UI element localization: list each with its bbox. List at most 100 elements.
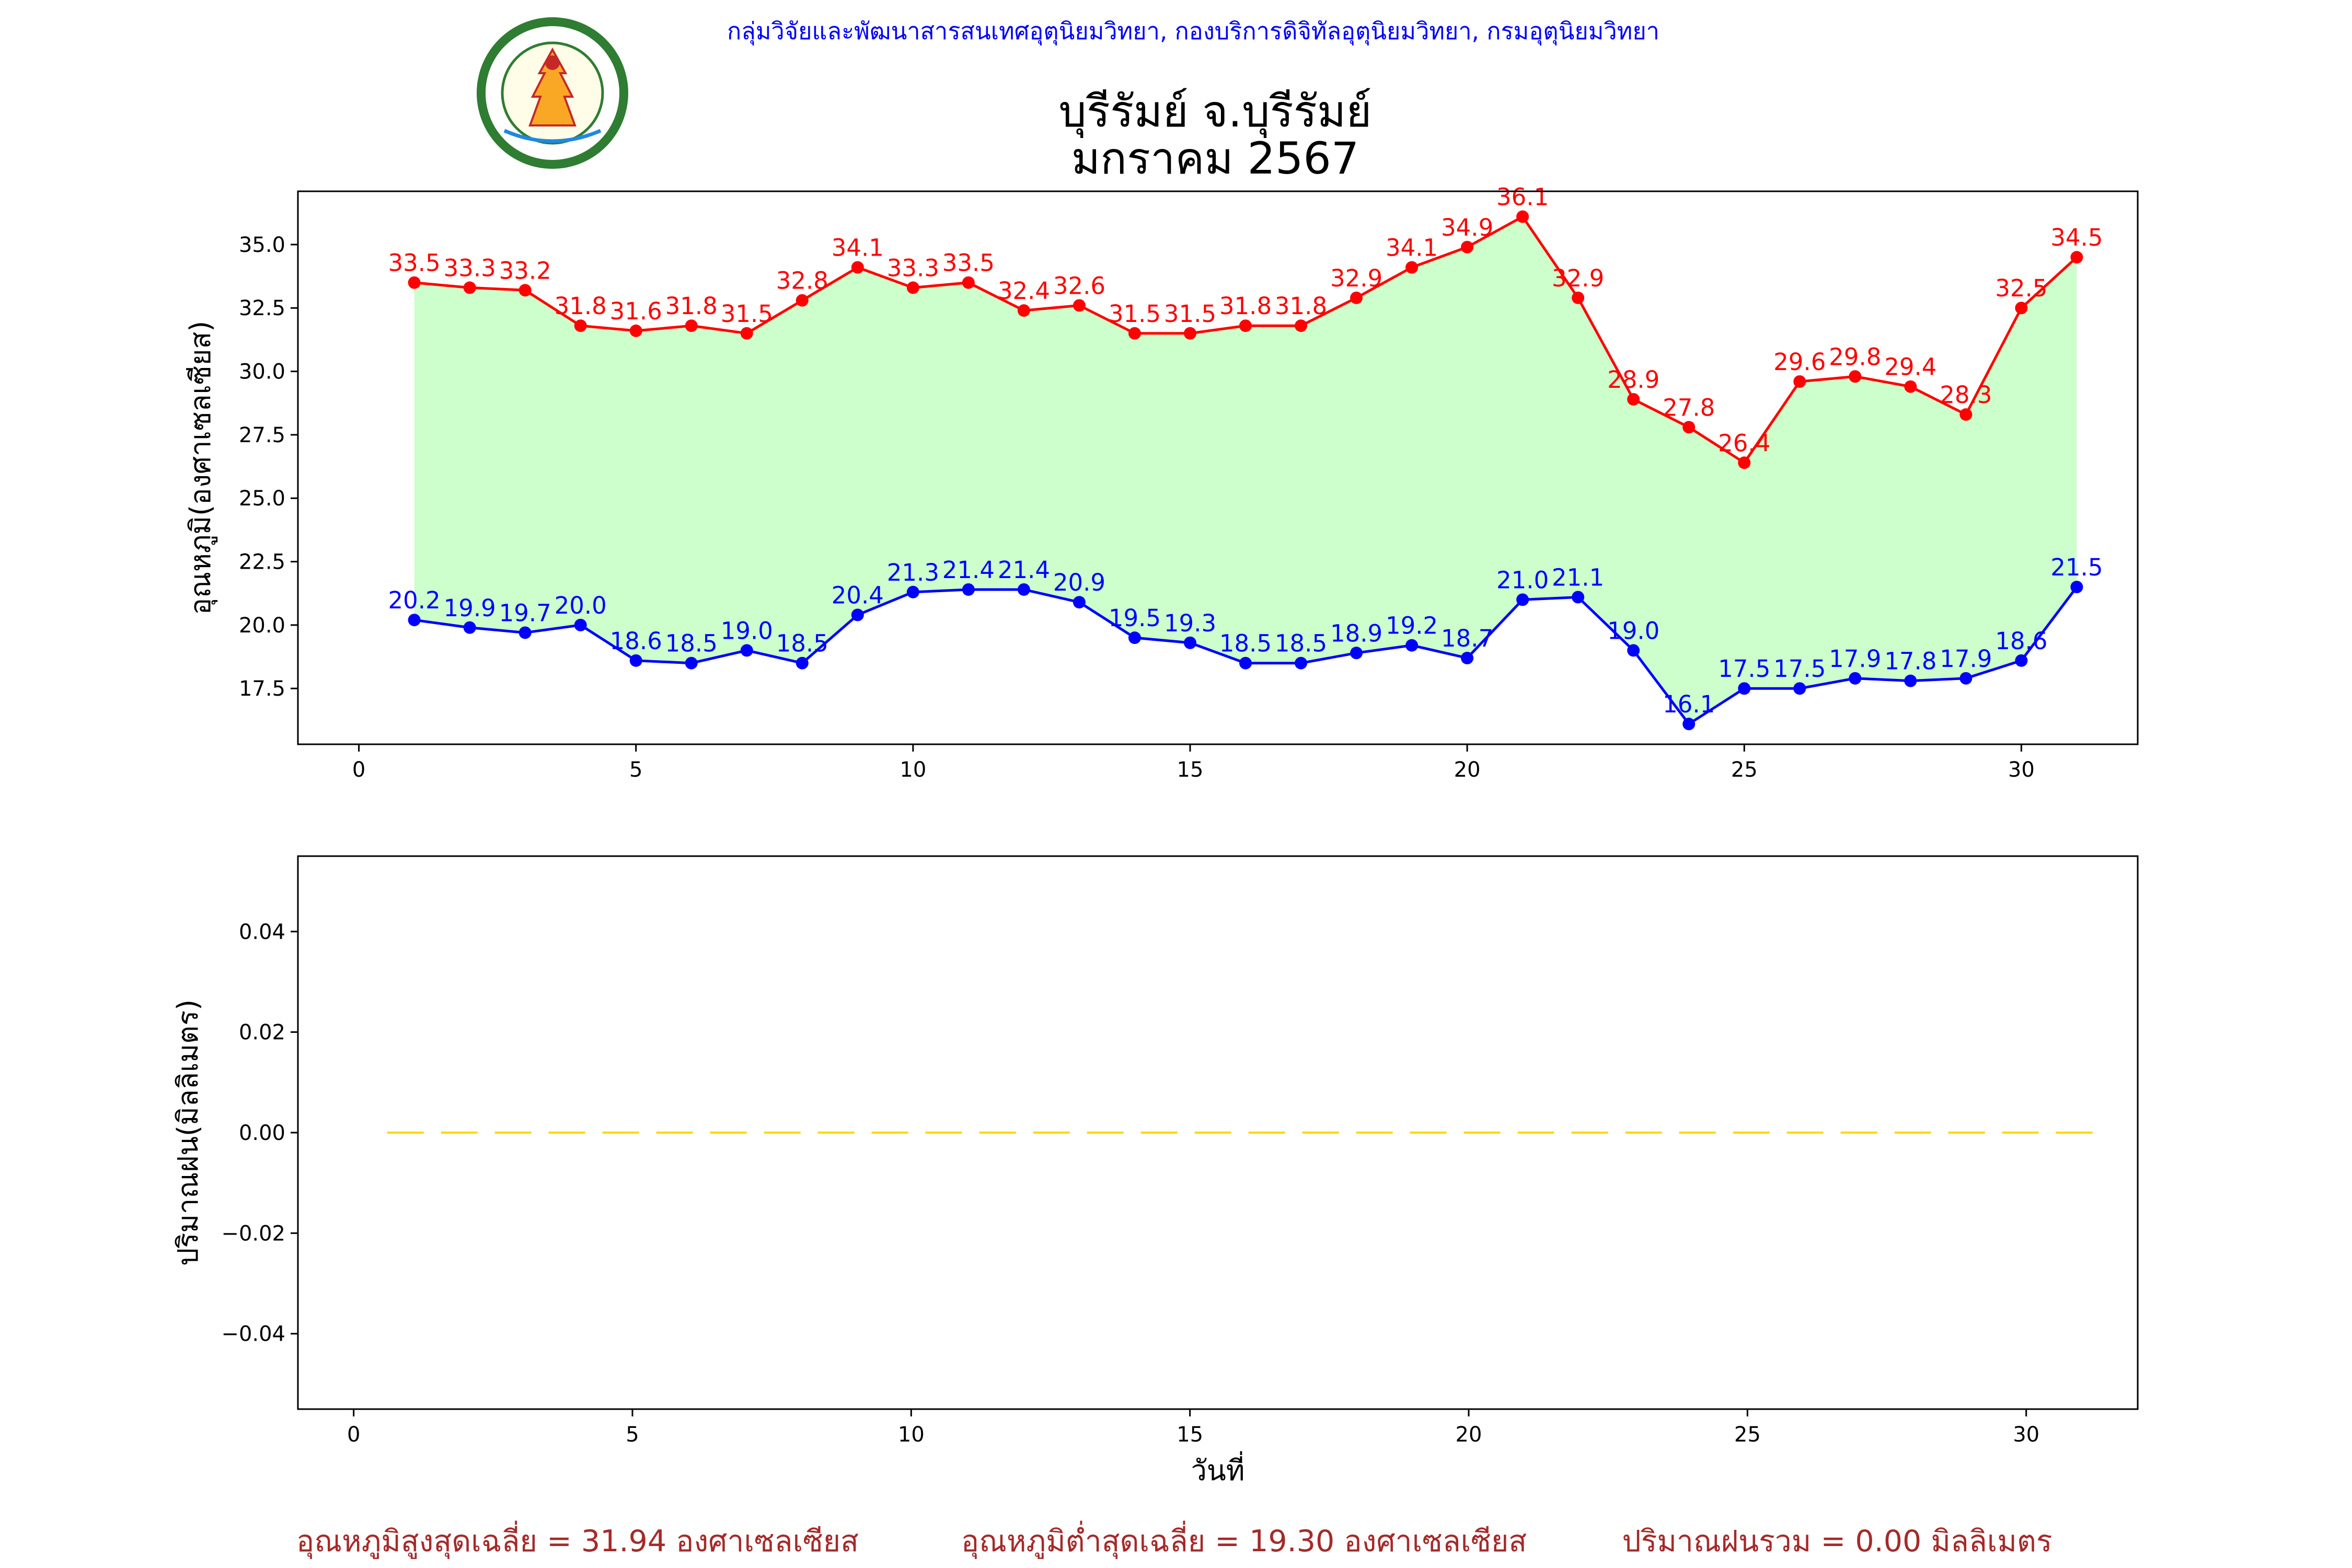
- temperature-y-tick-label: 20.0: [239, 614, 285, 638]
- min-temp-value-label: 21.4: [942, 556, 995, 584]
- min-temp-point: [574, 618, 587, 631]
- max-temp-point: [1959, 408, 1973, 421]
- max-temp-point: [851, 261, 864, 274]
- min-temp-point: [1017, 583, 1030, 596]
- temperature-x-tick-label: 0: [352, 758, 365, 782]
- min-temp-point: [1572, 591, 1585, 604]
- max-temp-value-label: 36.1: [1496, 183, 1549, 211]
- max-temp-value-label: 33.5: [388, 249, 441, 277]
- max-temp-point: [1017, 304, 1030, 317]
- rainfall-x-tick-label: 15: [1177, 1423, 1203, 1447]
- max-temp-value-label: 28.3: [1940, 381, 1992, 409]
- rainfall-x-tick-label: 25: [1734, 1423, 1761, 1447]
- max-temp-point: [962, 276, 975, 289]
- max-temp-point: [518, 284, 532, 297]
- max-temp-point: [1073, 299, 1086, 312]
- max-temp-point: [795, 294, 809, 307]
- max-temp-point: [1128, 327, 1141, 340]
- avg-max-temp: อุณหภูมิสูงสุดเฉลี่ย = 31.94 องศาเซลเซีย…: [296, 1520, 859, 1560]
- min-temp-point: [518, 626, 532, 639]
- rainfall-x-tick-label: 10: [898, 1423, 925, 1447]
- max-temp-value-label: 31.8: [1219, 292, 1272, 320]
- rainfall-y-tick-label: 0.00: [239, 1121, 285, 1145]
- min-temp-point: [795, 656, 809, 670]
- min-temp-value-label: 16.1: [1663, 690, 1715, 718]
- max-temp-point: [2015, 302, 2028, 315]
- min-temp-point: [740, 644, 753, 657]
- min-temp-point: [962, 583, 975, 596]
- min-temp-value-label: 17.9: [1829, 645, 1881, 673]
- max-temp-point: [1239, 319, 1252, 332]
- max-temp-value-label: 33.3: [887, 254, 939, 282]
- min-temp-value-label: 20.9: [1053, 569, 1105, 596]
- temperature-y-tick-label: 22.5: [239, 550, 285, 574]
- tmd-logo: [477, 17, 628, 169]
- max-temp-value-label: 31.5: [1164, 300, 1216, 328]
- max-temp-value-label: 32.4: [998, 277, 1050, 305]
- max-temp-point: [1295, 319, 1308, 332]
- min-temp-point: [1738, 682, 1751, 695]
- min-temp-point: [1904, 674, 1917, 687]
- max-temp-value-label: 31.8: [555, 292, 607, 320]
- max-temp-point: [1183, 327, 1196, 340]
- temperature-y-tick-label: 30.0: [239, 360, 285, 384]
- min-temp-value-label: 20.2: [388, 586, 441, 614]
- max-temp-point: [1793, 375, 1806, 388]
- max-temp-value-label: 27.8: [1663, 394, 1715, 421]
- min-temp-value-label: 20.4: [832, 581, 884, 609]
- min-temp-value-label: 21.3: [887, 559, 939, 586]
- temperature-plot: 33.5 33.3 33.231.8 31.6 31.8 31.532.834.133.3…: [239, 183, 2139, 782]
- temperature-x-tick-label: 10: [900, 758, 926, 782]
- max-temp-point: [1904, 380, 1917, 393]
- min-temp-value-label: 19.3: [1164, 609, 1216, 637]
- max-temp-point: [629, 324, 642, 337]
- rainfall-y-tick-label: −0.04: [221, 1322, 285, 1346]
- max-temp-value-label: 32.5: [1995, 274, 2047, 302]
- min-temp-point: [1516, 593, 1529, 606]
- max-temp-point: [1849, 370, 1862, 383]
- min-temp-point: [408, 614, 421, 627]
- max-temp-value-label: 26.4: [1718, 429, 1770, 457]
- min-temp-value-label: 18.5: [1219, 630, 1272, 658]
- temperature-y-tick-label: 35.0: [239, 233, 285, 257]
- max-temp-value-label: 32.9: [1552, 264, 1604, 292]
- min-temp-value-label: 19.0: [721, 617, 773, 644]
- rainfall-y-tick-label: 0.02: [239, 1021, 285, 1045]
- min-temp-point: [906, 585, 919, 598]
- temperature-y-tick-label: 32.5: [239, 296, 285, 320]
- min-temp-point: [1682, 718, 1696, 731]
- rainfall-x-tick-label: 0: [347, 1423, 360, 1447]
- max-temp-value-label: 28.9: [1607, 366, 1659, 394]
- min-temp-value-label: 21.0: [1496, 566, 1549, 594]
- min-temp-point: [1128, 631, 1141, 644]
- min-temp-point: [1183, 636, 1196, 649]
- min-temp-point: [1239, 656, 1252, 670]
- min-temp-value-label: 21.1: [1552, 564, 1604, 592]
- max-temp-point: [906, 281, 919, 294]
- max-temp-point: [740, 327, 753, 340]
- max-temp-point: [685, 319, 698, 332]
- max-temp-point: [1682, 421, 1696, 434]
- temperature-x-tick-label: 5: [629, 758, 642, 782]
- min-temp-value-label: 17.9: [1940, 645, 1992, 673]
- min-temp-point: [1461, 651, 1474, 664]
- max-temp-value-label: 29.8: [1829, 343, 1881, 371]
- station-title: บุรีรัมย์ จ.บุรีรัมย์: [1059, 86, 1372, 139]
- min-temp-point: [1793, 682, 1806, 695]
- min-temp-point: [685, 656, 698, 670]
- max-temp-point: [1350, 291, 1363, 304]
- max-temp-point: [463, 281, 476, 294]
- x-axis-label: วันที่: [1191, 1451, 1245, 1487]
- min-temp-value-label: 20.0: [555, 592, 607, 619]
- rainfall-plot: 0 5 10 15 20 25 30 −0.04 −0.02 0.00 0.02 0.04: [221, 855, 2139, 1447]
- rainfall-y-tick-label: −0.02: [221, 1221, 285, 1246]
- temperature-plot-frame: [297, 190, 2139, 745]
- temperature-x-tick-label: 15: [1177, 758, 1204, 782]
- min-temp-value-label: 18.9: [1330, 619, 1382, 647]
- min-temp-point: [1849, 672, 1862, 685]
- max-temp-value-label: 31.5: [1109, 300, 1161, 328]
- temperature-x-tick-label: 30: [2008, 758, 2035, 782]
- max-temp-value-label: 34.5: [2050, 224, 2103, 251]
- total-rainfall: ปริมาณฝนรวม = 0.00 มิลลิเมตร: [1622, 1524, 2053, 1559]
- temperature-y-axis-label: อุณหภูมิ(องศาเซลเซียส): [184, 321, 218, 615]
